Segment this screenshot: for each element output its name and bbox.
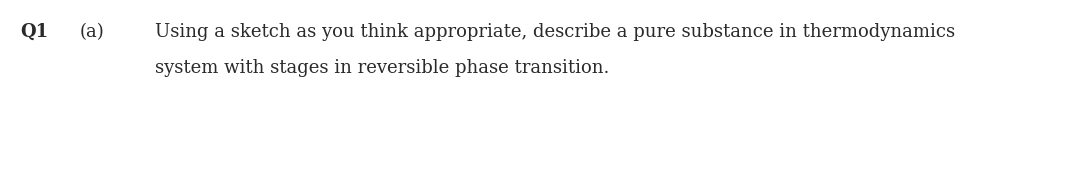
Text: system with stages in reversible phase transition.: system with stages in reversible phase t… [155, 59, 609, 77]
Text: Q1: Q1 [20, 23, 48, 41]
Text: (a): (a) [80, 23, 104, 41]
Text: Using a sketch as you think appropriate, describe a pure substance in thermodyna: Using a sketch as you think appropriate,… [155, 23, 955, 41]
